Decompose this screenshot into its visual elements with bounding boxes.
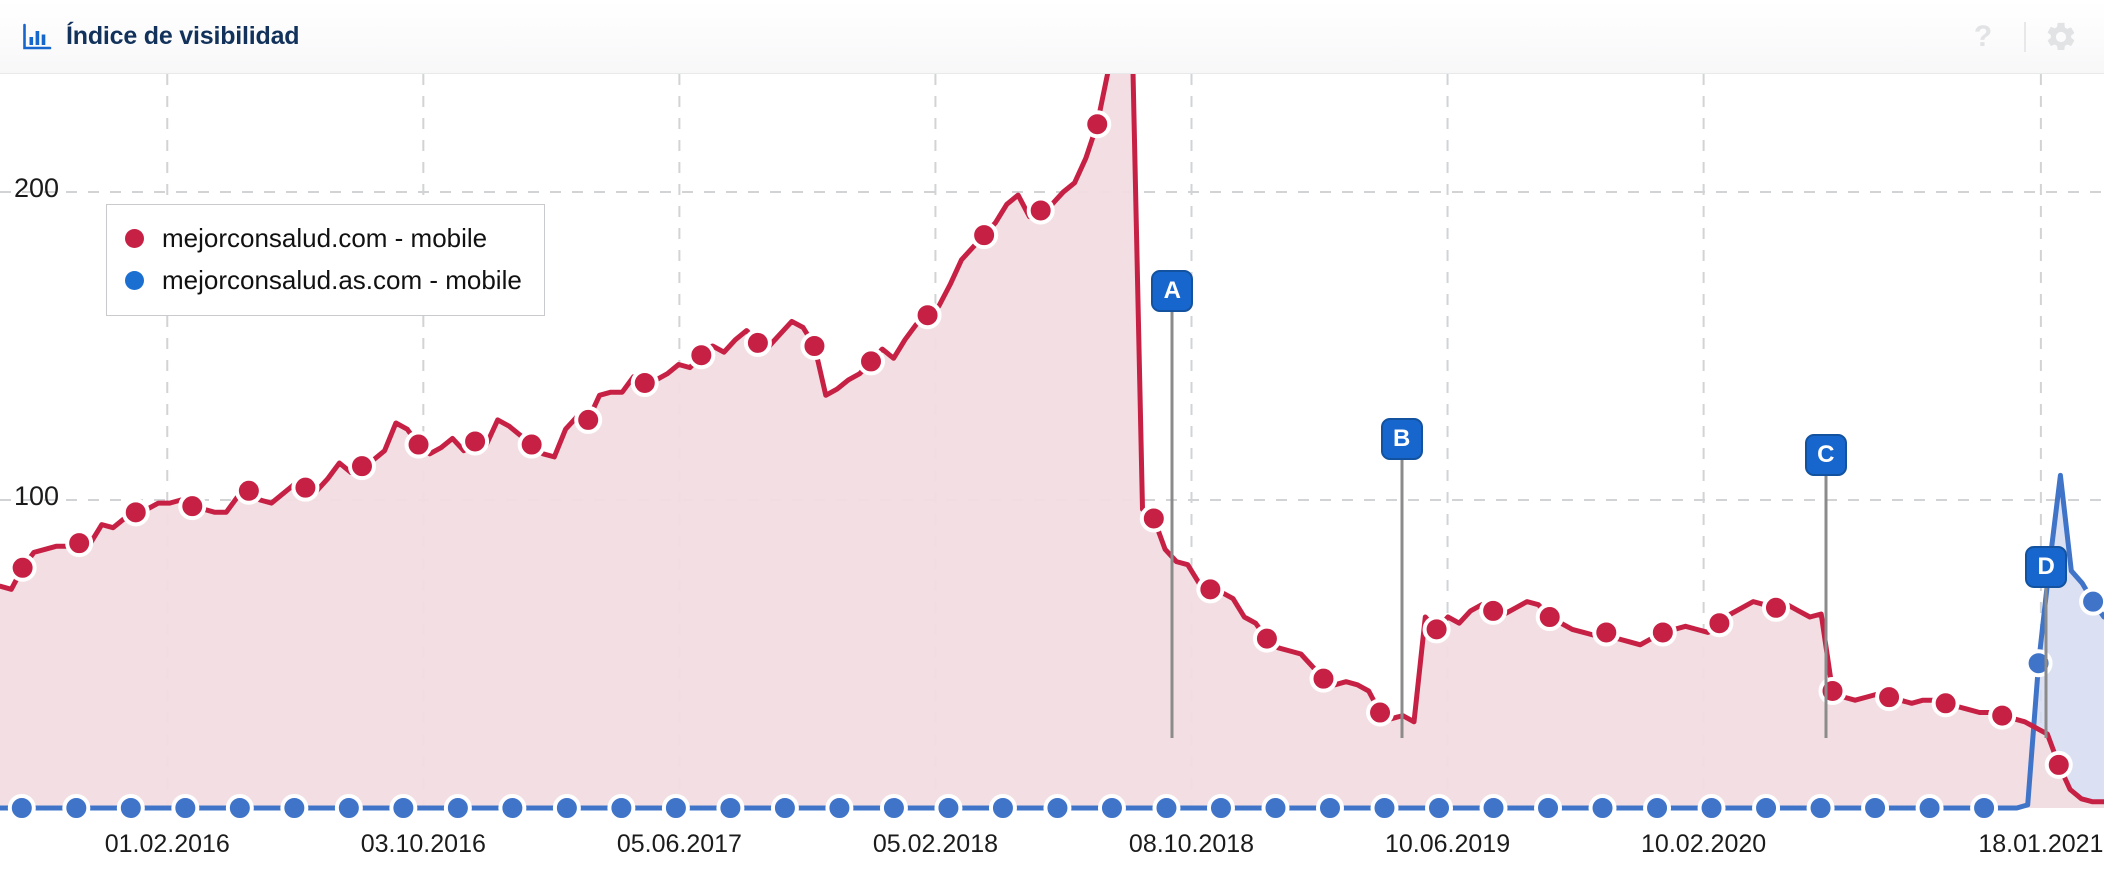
chart-legend[interactable]: mejorconsalud.com - mobile mejorconsalud… <box>106 204 545 316</box>
header-divider <box>2024 21 2026 52</box>
x-axis-tick-2: 05.06.2017 <box>616 830 742 858</box>
header-left-group: Índice de visibilidad <box>22 22 300 52</box>
gear-icon[interactable] <box>2044 20 2078 54</box>
visibility-index-chart[interactable] <box>0 74 2104 876</box>
legend-label-0: mejorconsalud.com - mobile <box>162 222 488 253</box>
annotation-marker-B[interactable]: B <box>1380 418 1423 460</box>
chart-data-points <box>7 110 2104 822</box>
legend-color-swatch-blue <box>125 270 144 290</box>
bar-chart-icon <box>23 23 52 49</box>
legend-item-0[interactable]: mejorconsalud.com - mobile <box>125 217 522 259</box>
annotation-marker-C[interactable]: C <box>1804 434 1847 476</box>
annotation-stem-B <box>1400 460 1404 738</box>
header-actions: ? <box>1960 14 2078 60</box>
x-axis-tick-1: 03.10.2016 <box>360 830 486 858</box>
annotation-marker-A[interactable]: A <box>1151 270 1194 312</box>
legend-color-swatch-red <box>125 228 144 248</box>
panel-header: Índice de visibilidad ? <box>0 0 2104 74</box>
annotation-stem-A <box>1170 312 1174 738</box>
x-axis-tick-7: 18.01.2021 <box>1978 830 2104 858</box>
annotation-marker-D[interactable]: D <box>2025 546 2068 588</box>
page-title: Índice de visibilidad <box>66 22 300 50</box>
y-axis-tick-100: 100 <box>14 481 60 511</box>
chart-canvas: 100 200 01.02.2016 03.10.2016 05.06.2017 05.… <box>0 74 2104 876</box>
x-axis-tick-6: 10.02.2020 <box>1641 830 1767 858</box>
help-question-icon[interactable]: ? <box>1973 19 1993 53</box>
chart-area-fills <box>0 74 2104 808</box>
legend-item-1[interactable]: mejorconsalud.as.com - mobile <box>125 259 522 301</box>
x-axis-tick-4: 08.10.2018 <box>1128 830 1255 858</box>
x-axis-tick-3: 05.02.2018 <box>872 830 998 858</box>
legend-label-1: mejorconsalud.as.com - mobile <box>162 264 522 295</box>
x-axis-tick-5: 10.06.2019 <box>1384 830 1511 858</box>
annotation-stem-D <box>2044 588 2048 738</box>
y-axis-tick-200: 200 <box>14 173 60 203</box>
x-axis-tick-0: 01.02.2016 <box>104 830 230 858</box>
annotation-stem-C <box>1824 476 1828 738</box>
